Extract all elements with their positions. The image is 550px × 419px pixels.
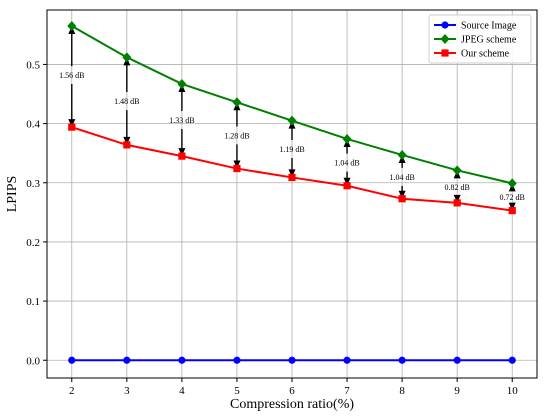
arrowhead-down xyxy=(343,177,351,186)
x-tick-label: 4 xyxy=(179,385,185,397)
circle-marker xyxy=(123,356,131,364)
circle-marker xyxy=(288,356,296,364)
x-tick-label: 10 xyxy=(507,385,519,397)
gap-label: 1.33 dB xyxy=(169,116,194,125)
x-tick-label: 7 xyxy=(344,385,350,397)
legend-entry: Source Image xyxy=(434,21,517,32)
arrowhead-down xyxy=(398,190,406,199)
square-marker xyxy=(508,206,516,215)
square-marker xyxy=(233,164,241,173)
square-marker xyxy=(288,173,296,182)
gap-label: 1.04 dB xyxy=(389,173,414,182)
x-tick-label: 6 xyxy=(289,385,295,397)
square-marker xyxy=(453,199,461,207)
y-tick-label: 0.1 xyxy=(26,296,40,308)
square-marker xyxy=(68,123,76,131)
circle-marker xyxy=(343,356,351,364)
series-our-scheme xyxy=(68,123,516,215)
arrowhead-down xyxy=(233,160,241,169)
series-source-image xyxy=(68,356,516,364)
diamond-marker xyxy=(440,34,450,44)
square-marker xyxy=(441,49,449,57)
diamond-marker xyxy=(177,78,187,89)
axis-ticks: 2 3 4 5 6 7 8 9 10 0.0 0.1 0.2 0.3 0.4 0.5 xyxy=(26,59,518,397)
square-marker xyxy=(398,195,406,203)
y-tick-label: 0.5 xyxy=(26,59,40,71)
y-tick-label: 0.3 xyxy=(26,178,40,190)
arrowhead-down xyxy=(288,169,296,178)
circle-marker xyxy=(441,21,449,29)
diamond-marker xyxy=(67,20,77,31)
square-marker xyxy=(343,182,351,190)
x-axis-title: Compression ratio(%) xyxy=(230,397,354,412)
gap-label: 0.72 dB xyxy=(500,193,525,202)
legend-label: Our scheme xyxy=(461,49,510,60)
legend-label: Source Image xyxy=(461,21,517,32)
y-tick-label: 0.4 xyxy=(26,119,40,131)
circle-marker xyxy=(178,356,186,364)
circle-marker xyxy=(68,356,76,364)
legend-entry: JPEG scheme xyxy=(434,34,517,46)
diamond-marker xyxy=(507,178,517,189)
x-tick-label: 5 xyxy=(234,385,240,397)
circle-marker xyxy=(453,356,461,364)
gap-label: 1.19 dB xyxy=(279,145,304,154)
gap-label: 1.48 dB xyxy=(114,97,139,106)
gap-label: 1.04 dB xyxy=(334,159,359,168)
arrowhead-down xyxy=(123,136,131,145)
x-tick-label: 3 xyxy=(124,385,130,397)
square-marker xyxy=(123,141,131,149)
gap-label: 0.82 dB xyxy=(444,183,469,192)
circle-marker xyxy=(508,356,516,364)
diamond-marker xyxy=(342,133,352,144)
gap-label: 1.28 dB xyxy=(224,131,249,140)
x-tick-label: 8 xyxy=(399,385,405,397)
circle-marker xyxy=(398,356,406,364)
legend-label: JPEG scheme xyxy=(461,35,517,46)
diamond-marker xyxy=(397,149,407,160)
series-jpeg-scheme xyxy=(67,20,517,189)
legend: Source Image JPEG scheme Our scheme xyxy=(428,14,532,64)
series xyxy=(67,20,517,364)
diamond-marker xyxy=(287,115,297,126)
diamond-marker xyxy=(122,52,132,63)
diamond-marker xyxy=(452,165,462,176)
x-tick-label: 9 xyxy=(454,385,460,397)
y-tick-label: 0.0 xyxy=(26,355,40,367)
diamond-marker xyxy=(232,97,242,108)
square-marker xyxy=(178,152,186,160)
arrowhead-down xyxy=(178,148,186,157)
arrowhead-down xyxy=(508,202,516,211)
y-tick-label: 0.2 xyxy=(26,237,40,249)
circle-marker xyxy=(233,356,241,364)
y-axis-title: LPIPS xyxy=(5,176,20,213)
arrowhead-down xyxy=(453,194,461,203)
gap-label: 1.56 dB xyxy=(59,71,84,80)
legend-box xyxy=(428,14,532,64)
arrowhead-down xyxy=(68,119,76,128)
x-tick-label: 2 xyxy=(69,385,75,397)
legend-entry: Our scheme xyxy=(434,49,510,60)
grid xyxy=(47,10,537,378)
